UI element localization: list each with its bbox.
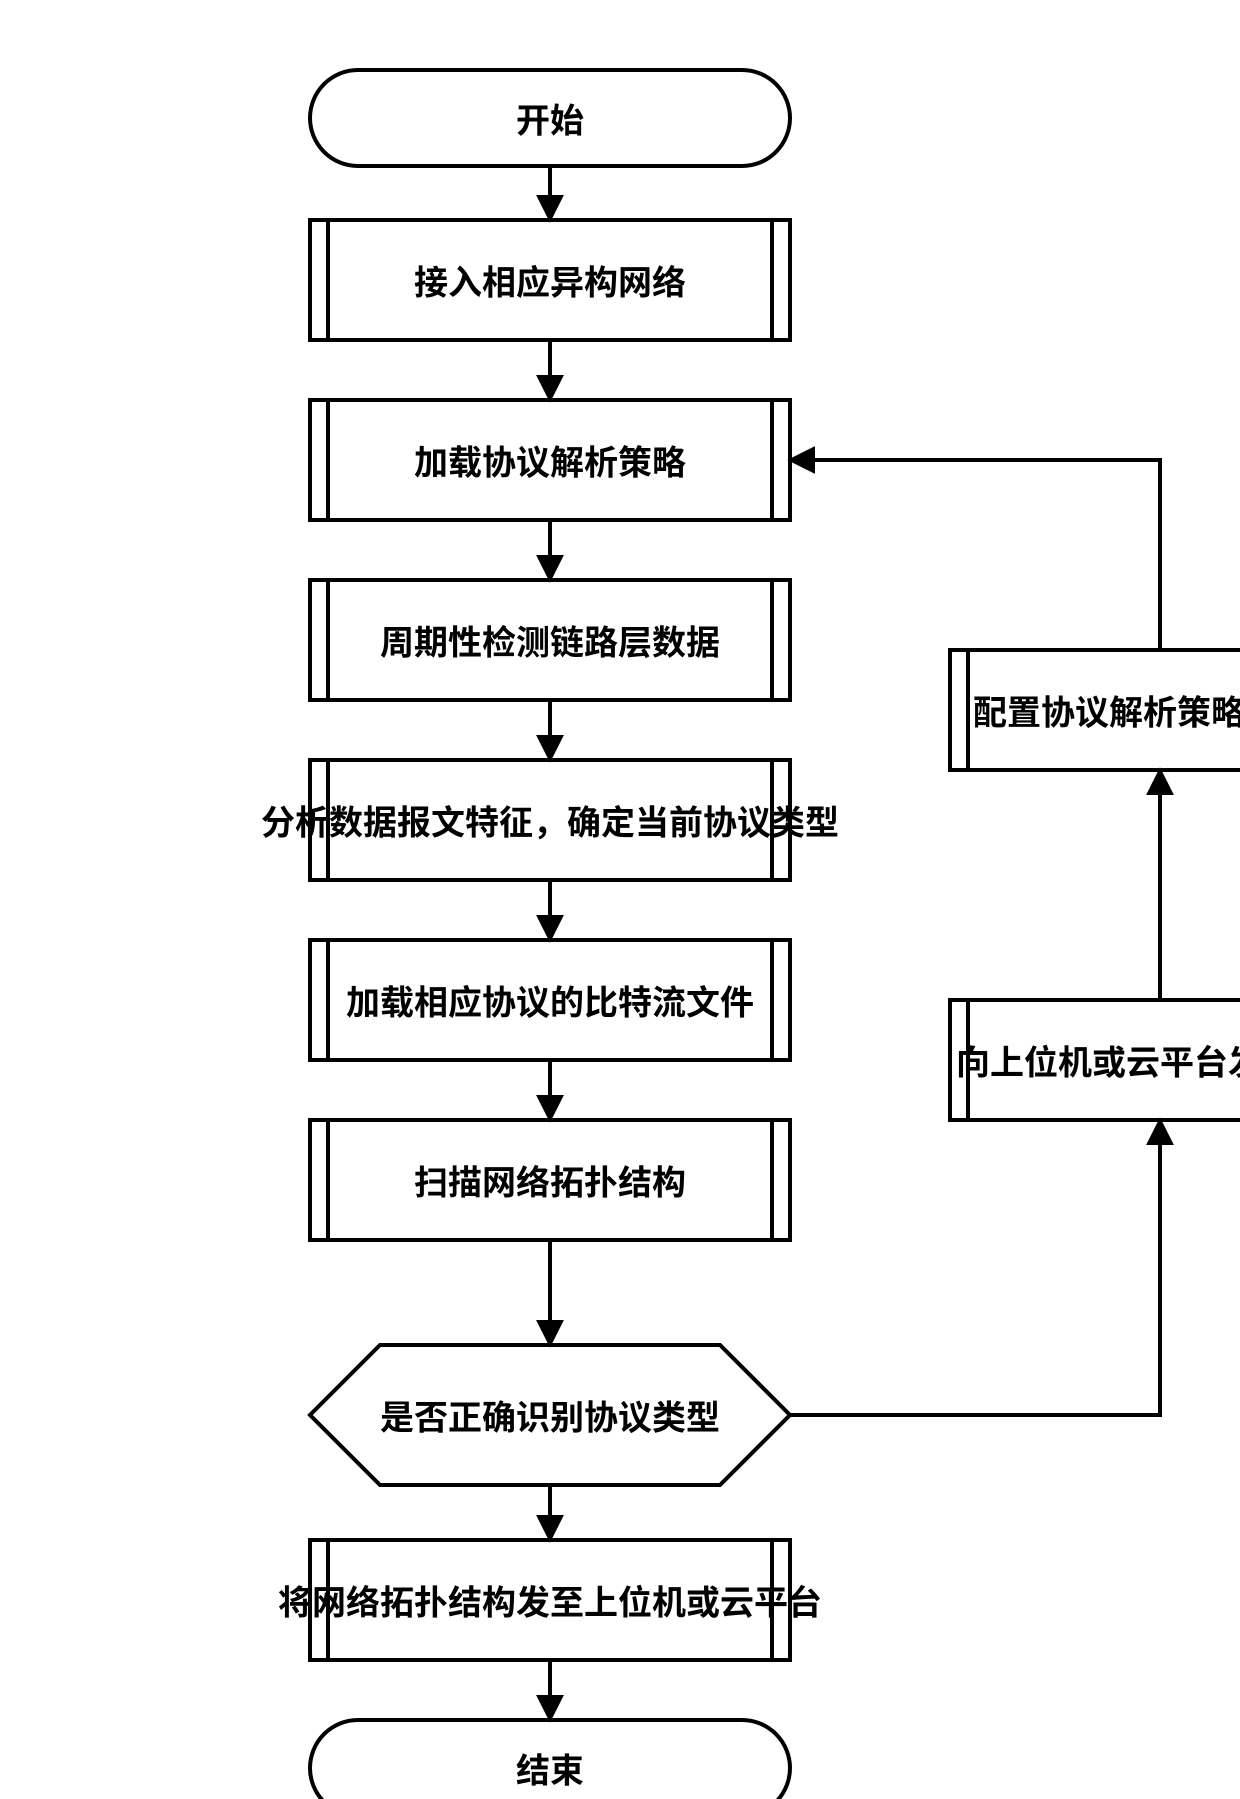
- svg-text:周期性检测链路层数据: 周期性检测链路层数据: [380, 616, 720, 665]
- svg-text:将网络拓扑结构发至上位机或云平台: 将网络拓扑结构发至上位机或云平台: [278, 1576, 822, 1625]
- node-n3: 周期性检测链路层数据: [310, 580, 790, 700]
- svg-text:扫描网络拓扑结构: 扫描网络拓扑结构: [414, 1156, 686, 1205]
- node-n1: 接入相应异构网络: [310, 220, 790, 340]
- node-alt2: 配置协议解析策略并更新: [950, 650, 1240, 770]
- svg-text:开始: 开始: [516, 94, 584, 143]
- node-n6: 扫描网络拓扑结构: [310, 1120, 790, 1240]
- svg-text:分析数据报文特征，确定当前协议类型: 分析数据报文特征，确定当前协议类型: [261, 796, 839, 845]
- svg-text:向上位机或云平台发出告警: 向上位机或云平台发出告警: [956, 1036, 1240, 1085]
- svg-text:加载协议解析策略: 加载协议解析策略: [414, 436, 686, 485]
- svg-text:加载相应协议的比特流文件: 加载相应协议的比特流文件: [346, 976, 754, 1025]
- node-alt1: 向上位机或云平台发出告警: [950, 1000, 1240, 1120]
- node-n4: 分析数据报文特征，确定当前协议类型: [261, 760, 839, 880]
- svg-text:是否正确识别协议类型: 是否正确识别协议类型: [380, 1391, 720, 1440]
- node-start: 开始: [310, 70, 790, 166]
- node-end: 结束: [310, 1720, 790, 1799]
- node-n5: 加载相应协议的比特流文件: [310, 940, 790, 1060]
- node-dec: 是否正确识别协议类型: [310, 1345, 790, 1485]
- svg-text:结束: 结束: [516, 1744, 584, 1793]
- edge: [790, 460, 1160, 650]
- node-n7: 将网络拓扑结构发至上位机或云平台: [278, 1540, 822, 1660]
- svg-text:配置协议解析策略并更新: 配置协议解析策略并更新: [973, 686, 1240, 735]
- flowchart-canvas: 开始接入相应异构网络加载协议解析策略周期性检测链路层数据分析数据报文特征，确定当…: [0, 0, 1240, 1799]
- node-n2: 加载协议解析策略: [310, 400, 790, 520]
- edge: [790, 1120, 1160, 1415]
- svg-text:接入相应异构网络: 接入相应异构网络: [414, 256, 686, 305]
